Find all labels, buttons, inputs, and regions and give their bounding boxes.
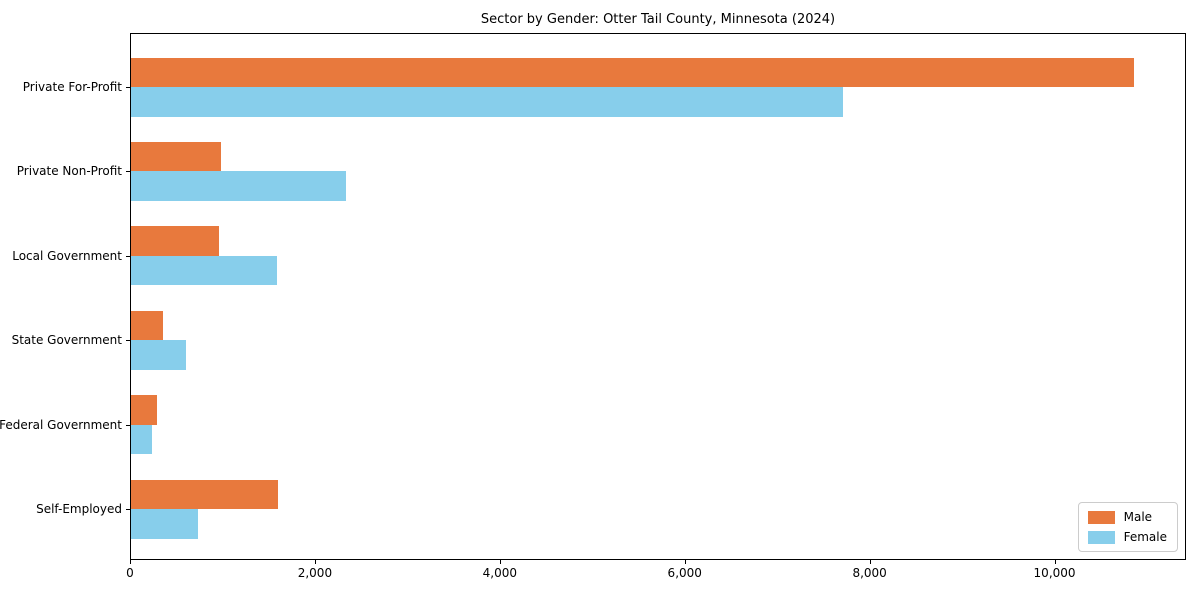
x-tick-label-10-000: 10,000 xyxy=(1033,566,1076,580)
y-tickmark xyxy=(126,509,130,510)
x-tick-label-4-000: 4,000 xyxy=(482,566,517,580)
chart-title: Sector by Gender: Otter Tail County, Min… xyxy=(480,12,836,27)
y-axis-label-private-non-profit: Private Non-Profit xyxy=(16,164,122,179)
y-tickmark xyxy=(126,424,130,426)
legend-swatch-female xyxy=(1087,530,1115,544)
y-axis-label-self-employed: Self-Employed xyxy=(36,502,122,516)
legend-label-female: Female xyxy=(1123,530,1167,544)
legend-entry-male: Male xyxy=(1087,510,1167,524)
bar-female-private-non-profit xyxy=(131,171,347,201)
x-tick-label-8-000: 8,000 xyxy=(852,566,887,580)
bar-female-state-government xyxy=(131,340,187,370)
x-tick-label-6-000: 6,000 xyxy=(667,566,702,580)
bar-female-private-for-profit xyxy=(131,87,843,117)
y-tickmark xyxy=(126,87,130,88)
y-axis-label-local-government: Local Government xyxy=(12,248,122,263)
x-tickmark xyxy=(130,560,131,564)
legend-entry-female: Female xyxy=(1087,530,1167,544)
bar-male-self-employed xyxy=(131,479,278,509)
bar-male-local-government xyxy=(131,226,219,256)
y-axis-label-state-government: State Government xyxy=(11,333,122,348)
x-tick-label-2-000: 2,000 xyxy=(297,566,333,580)
y-tickmark xyxy=(126,171,130,173)
y-axis-label-federal-government: Federal Government xyxy=(0,417,122,432)
x-tickmark xyxy=(1054,560,1056,564)
x-tickmark xyxy=(314,560,316,564)
y-axis-label-private-for-profit: Private For-Profit xyxy=(22,80,122,94)
plot-area: Male Female xyxy=(130,33,1186,560)
x-axis: 0 2,000 4,000 6,000 8,000 10,000 xyxy=(126,560,1186,590)
x-tickmark xyxy=(869,560,871,564)
bar-male-state-government xyxy=(131,310,164,341)
bar-male-private-non-profit xyxy=(131,141,221,172)
bar-female-local-government xyxy=(131,255,278,286)
x-tickmark xyxy=(499,560,501,564)
x-tickmark xyxy=(684,560,686,564)
y-tickmark xyxy=(126,255,130,257)
bar-male-federal-government xyxy=(131,395,157,425)
legend-label-male: Male xyxy=(1123,510,1153,524)
legend-swatch-male xyxy=(1087,510,1115,524)
bar-male-private-for-profit xyxy=(131,57,1135,87)
legend: Male Female xyxy=(1077,502,1178,552)
x-tick-label-0: 0 xyxy=(126,566,134,580)
y-tickmark xyxy=(126,340,130,342)
bar-female-federal-government xyxy=(131,424,153,455)
bar-female-self-employed xyxy=(131,509,198,539)
y-axis: Private For-Profit Private Non-Profit Loca… xyxy=(0,33,130,560)
